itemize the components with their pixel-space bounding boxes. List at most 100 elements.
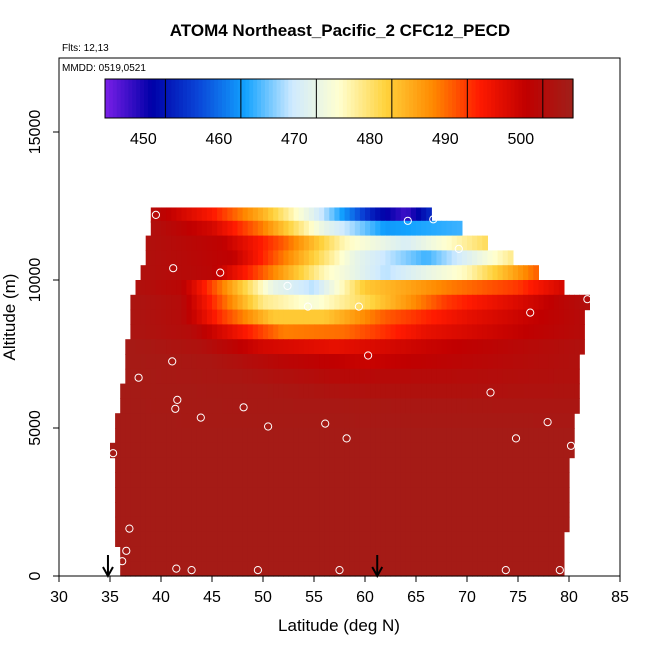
field-cell <box>196 502 203 518</box>
field-cell <box>308 516 315 533</box>
field-cell <box>512 502 519 518</box>
field-cell <box>467 309 473 325</box>
field-cell <box>365 309 371 325</box>
field-cell <box>181 250 188 266</box>
field-cell <box>314 309 320 325</box>
field-cell <box>451 250 458 266</box>
field-cell <box>451 324 458 340</box>
field-cell <box>150 413 157 429</box>
field-cell <box>359 472 366 488</box>
field-cell <box>405 398 412 414</box>
field-cell <box>492 265 499 281</box>
field-cell <box>191 220 198 237</box>
field-cell <box>543 280 550 296</box>
field-cell <box>196 546 203 562</box>
field-cell <box>339 442 346 459</box>
field-cell <box>329 502 335 518</box>
field-cell <box>538 428 545 444</box>
field-cell <box>120 561 126 577</box>
x-tick-label: 60 <box>356 589 374 606</box>
field-cell <box>354 516 361 533</box>
colorbar-cell <box>420 79 426 118</box>
field-cell <box>553 324 560 340</box>
field-cell <box>359 546 366 562</box>
field-cell <box>492 324 499 340</box>
field-cell <box>176 413 182 429</box>
field-cell <box>441 457 448 473</box>
field-cell <box>497 531 504 547</box>
colorbar-cell <box>128 79 133 118</box>
field-cell <box>579 294 585 311</box>
field-cell <box>308 235 315 251</box>
field-cell <box>324 235 330 251</box>
field-cell <box>176 280 182 296</box>
field-cell <box>308 398 315 414</box>
field-cell <box>528 398 534 414</box>
field-cell <box>242 339 249 355</box>
field-cell <box>365 235 371 251</box>
field-cell <box>512 324 519 340</box>
field-cell <box>507 502 514 518</box>
field-cell <box>150 502 157 518</box>
field-cell <box>140 561 147 577</box>
field-cell <box>461 339 468 355</box>
field-cell <box>135 428 142 444</box>
field-cell <box>247 354 254 370</box>
field-cell <box>308 207 315 223</box>
field-cell <box>217 294 223 311</box>
field-cell <box>268 546 274 562</box>
field-cell <box>222 294 228 311</box>
field-cell <box>446 265 453 281</box>
field-cell <box>252 516 259 533</box>
field-cell <box>237 220 244 237</box>
field-cell <box>569 398 575 414</box>
field-cell <box>135 294 142 311</box>
field-cell <box>533 516 539 533</box>
field-cell <box>232 368 239 385</box>
field-cell <box>263 220 269 237</box>
field-cell <box>477 398 483 414</box>
field-cell <box>130 487 137 503</box>
field-cell <box>421 294 427 311</box>
field-cell <box>278 324 284 340</box>
colorbar-cell <box>280 79 285 118</box>
colorbar-cell <box>288 79 293 118</box>
field-cell <box>181 368 188 385</box>
field-cell <box>196 442 203 459</box>
field-cell <box>268 428 274 444</box>
field-cell <box>303 442 310 459</box>
field-cell <box>512 531 519 547</box>
field-cell <box>273 294 279 311</box>
field-cell <box>212 487 218 503</box>
chart-title: ATOM4 Northeast_Pacific_2 CFC12_PECD <box>170 21 510 40</box>
field-cell <box>283 516 290 533</box>
field-cell <box>186 383 193 399</box>
field-cell <box>426 442 432 459</box>
field-cell <box>349 428 356 444</box>
field-cell <box>273 324 279 340</box>
field-cell <box>252 294 259 311</box>
field-cell <box>365 207 371 223</box>
field-cell <box>217 220 223 237</box>
field-cell <box>405 428 412 444</box>
field-cell <box>441 339 448 355</box>
field-cell <box>324 324 330 340</box>
field-cell <box>472 280 478 296</box>
field-cell <box>405 516 412 533</box>
field-cell <box>298 354 305 370</box>
field-cell <box>349 516 356 533</box>
field-cell <box>390 531 397 547</box>
field-cell <box>283 428 290 444</box>
field-cell <box>359 250 366 266</box>
field-cell <box>303 354 310 370</box>
field-cell <box>395 413 402 429</box>
field-cell <box>263 309 269 325</box>
field-cell <box>329 250 335 266</box>
field-cell <box>145 368 152 385</box>
field-cell <box>385 398 392 414</box>
field-cell <box>563 472 570 488</box>
field-cell <box>477 383 483 399</box>
field-cell <box>140 339 147 355</box>
field-cell <box>171 235 177 251</box>
field-cell <box>446 442 453 459</box>
